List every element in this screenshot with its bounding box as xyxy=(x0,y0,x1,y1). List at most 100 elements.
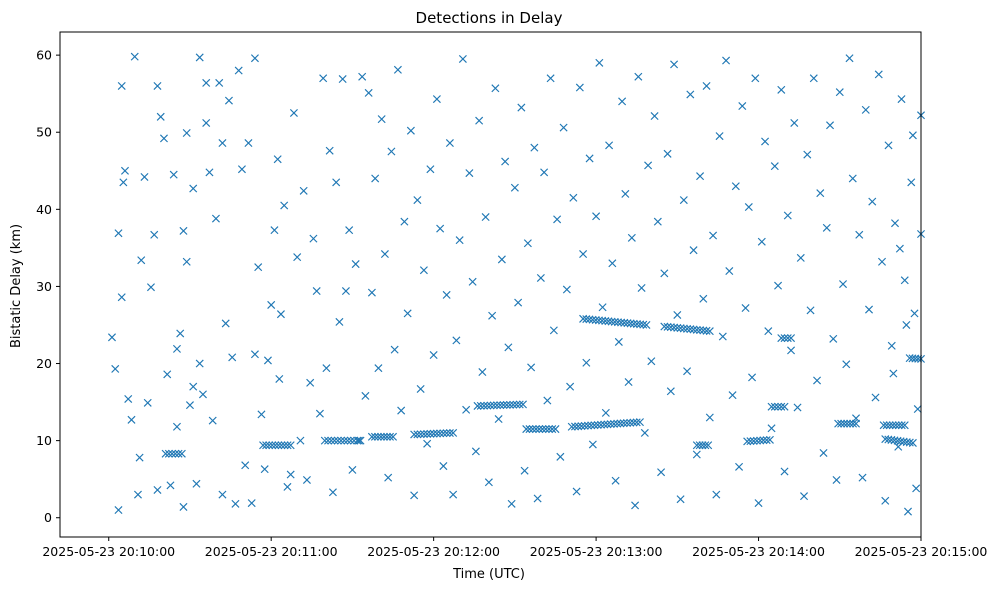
track-point xyxy=(367,432,376,441)
scatter-point xyxy=(806,306,815,315)
scatter-point xyxy=(267,300,276,309)
scatter-point xyxy=(293,253,302,262)
track-point xyxy=(330,436,339,445)
scatter-point xyxy=(410,491,419,500)
scatter-point xyxy=(182,257,191,266)
track-point xyxy=(416,430,425,439)
scatter-point xyxy=(813,376,822,385)
scatter-point xyxy=(319,74,328,83)
scatter-point xyxy=(514,298,523,307)
track-point xyxy=(670,323,679,332)
track-point xyxy=(752,436,761,445)
scatter-point xyxy=(237,165,246,174)
scatter-point xyxy=(507,499,516,508)
scatter-point xyxy=(712,490,721,499)
track-point xyxy=(834,419,843,428)
track-point xyxy=(692,325,701,334)
scatter-point xyxy=(902,320,911,329)
track-point xyxy=(699,326,708,335)
scatter-point xyxy=(312,287,321,296)
track-point xyxy=(515,400,524,409)
track-point xyxy=(259,441,268,450)
scatter-point xyxy=(822,223,831,232)
scatter-point xyxy=(618,97,627,106)
scatter-point xyxy=(533,494,542,503)
scatter-point xyxy=(878,257,887,266)
track-point xyxy=(574,422,583,431)
track-point xyxy=(743,437,752,446)
scatter-point xyxy=(442,290,451,299)
track-point xyxy=(268,441,277,450)
track-point xyxy=(613,318,622,327)
track-point xyxy=(626,319,635,328)
scatter-point xyxy=(527,363,536,372)
track-point xyxy=(548,425,557,434)
scatter-point xyxy=(605,141,614,150)
scatter-point xyxy=(757,237,766,246)
scatter-point xyxy=(566,382,575,391)
track-point xyxy=(603,420,612,429)
scatter-point xyxy=(884,141,893,150)
track-point xyxy=(639,320,648,329)
scatter-point xyxy=(510,183,519,192)
scatter-point xyxy=(627,233,636,242)
scatter-point xyxy=(195,359,204,368)
scatter-point xyxy=(218,490,227,499)
scatter-point xyxy=(397,406,406,415)
track-point xyxy=(531,425,540,434)
x-tick-label: 2025-05-23 20:10:00 xyxy=(42,544,175,559)
scatter-point xyxy=(114,229,123,238)
scatter-point xyxy=(325,146,334,155)
scatter-point xyxy=(475,116,484,125)
scatter-point xyxy=(159,134,168,143)
scatter-point xyxy=(735,462,744,471)
scatter-point xyxy=(119,178,128,187)
scatter-point xyxy=(380,250,389,259)
track-point xyxy=(373,432,382,441)
track-point xyxy=(635,418,644,427)
scatter-point xyxy=(705,413,714,422)
scatter-point xyxy=(889,369,898,378)
scatter-point xyxy=(657,468,666,477)
scatter-point xyxy=(436,224,445,233)
scatter-point xyxy=(491,84,500,93)
track-point xyxy=(327,436,336,445)
track-point xyxy=(846,419,855,428)
scatter-point xyxy=(166,481,175,490)
track-point xyxy=(492,401,502,410)
scatter-point xyxy=(153,81,162,90)
scatter-point xyxy=(406,126,415,135)
scatter-point xyxy=(754,499,763,508)
scatter-point xyxy=(127,415,136,424)
track-point xyxy=(486,401,495,410)
x-tick-label: 2025-05-23 20:15:00 xyxy=(855,544,988,559)
scatter-point xyxy=(903,507,913,516)
track-point xyxy=(436,429,445,438)
scatter-point xyxy=(520,466,529,475)
track-point xyxy=(271,441,280,450)
scatter-point xyxy=(881,496,890,505)
scatter-point xyxy=(364,88,373,97)
track-point xyxy=(590,421,599,430)
scatter-point xyxy=(176,329,185,338)
scatter-point xyxy=(172,422,181,431)
track-point xyxy=(164,449,173,458)
track-point xyxy=(479,401,489,410)
scatter-point xyxy=(858,473,867,482)
track-point xyxy=(439,429,448,438)
track-point xyxy=(283,441,292,450)
scatter-point xyxy=(696,172,705,181)
scatter-point xyxy=(286,470,295,479)
scatter-point xyxy=(322,364,331,373)
scatter-point xyxy=(803,150,812,159)
track-point xyxy=(601,316,610,325)
scatter-point xyxy=(189,382,198,391)
track-point xyxy=(419,430,428,439)
track-point xyxy=(551,425,560,434)
track-point xyxy=(171,449,180,458)
scatter-point xyxy=(471,447,480,456)
track-point xyxy=(616,419,625,428)
scatter-point xyxy=(478,368,487,377)
scatter-point xyxy=(900,276,909,285)
